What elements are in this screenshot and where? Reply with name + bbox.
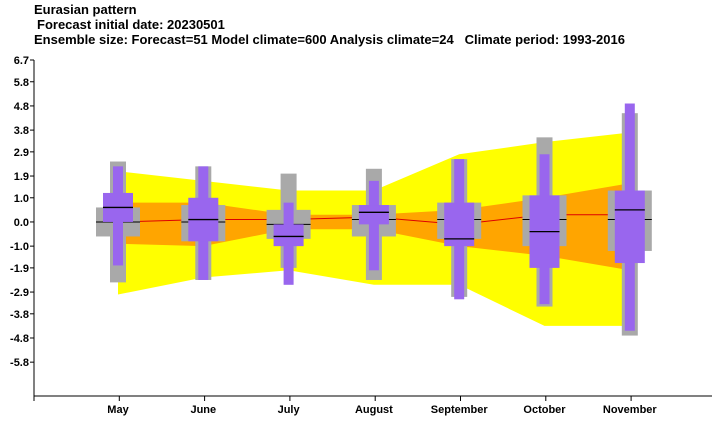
box-plots bbox=[96, 103, 652, 336]
x-tick-label-july: July bbox=[278, 404, 301, 416]
y-tick-label: -3.8 bbox=[10, 309, 29, 321]
forecast-box-november bbox=[614, 190, 645, 264]
forecast-whisker-august bbox=[368, 180, 379, 271]
y-tick-label: -5.8 bbox=[10, 357, 29, 369]
y-tick-label: -1.9 bbox=[10, 263, 29, 275]
y-tick-label: 1.9 bbox=[14, 171, 29, 183]
x-tick-label-june: June bbox=[190, 404, 216, 416]
y-tick-label: 4.8 bbox=[14, 101, 29, 113]
y-tick-label: 6.7 bbox=[14, 55, 29, 67]
y-tick-label: 3.8 bbox=[14, 125, 29, 137]
chart-title-block: Eurasian pattern Forecast initial date: … bbox=[34, 2, 625, 47]
chart-title: Eurasian pattern bbox=[34, 2, 137, 17]
x-tick-label-october: October bbox=[523, 404, 566, 416]
x-tick-label-may: May bbox=[107, 404, 129, 416]
y-tick-label: -4.8 bbox=[10, 333, 29, 345]
y-tick-label: 1.0 bbox=[14, 193, 29, 205]
forecast-box-september bbox=[444, 202, 475, 247]
y-tick-label: 5.8 bbox=[14, 77, 29, 89]
forecast-box-july bbox=[273, 224, 304, 247]
forecast-initial-date: Forecast initial date: 20230501 bbox=[37, 17, 225, 32]
climate-period: Climate period: 1993-2016 bbox=[464, 32, 625, 47]
y-tick-label: -2.9 bbox=[10, 287, 29, 299]
x-tick-label-august: August bbox=[355, 404, 393, 416]
y-tick-label: -1.0 bbox=[10, 241, 29, 253]
x-tick-label-november: November bbox=[603, 404, 658, 416]
x-tick-label-september: September bbox=[431, 404, 489, 416]
ensemble-info-line: Ensemble size: Forecast=51 Model climate… bbox=[34, 32, 625, 47]
ensemble-size: Ensemble size: Forecast=51 Model climate… bbox=[34, 32, 454, 47]
y-tick-label: 0.0 bbox=[14, 217, 29, 229]
chart-axes: 6.7 5.8 4.8 3.8 2.9 1.9 1.0 0.0 -1.0 -1.9 -2.9 -3.8… bbox=[10, 55, 712, 416]
y-tick-label: 2.9 bbox=[14, 147, 29, 159]
forecast-box-august bbox=[358, 205, 389, 225]
